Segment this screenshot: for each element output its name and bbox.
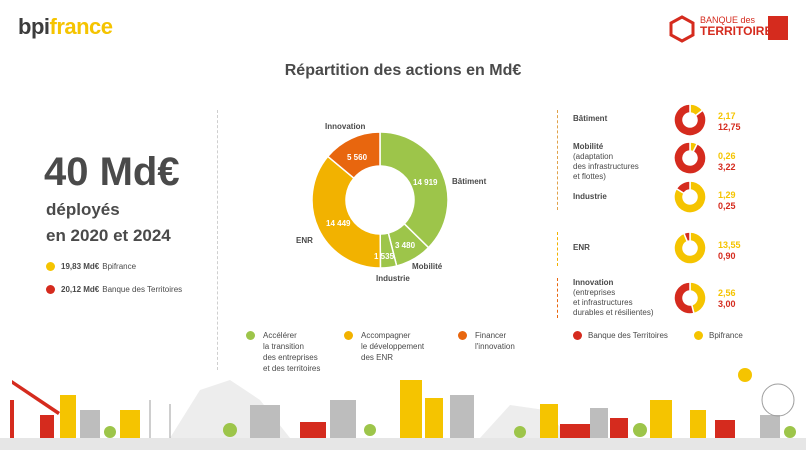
row-detail: (entreprises xyxy=(573,288,616,297)
mini-donut-enr xyxy=(673,231,707,265)
legend-green-dot xyxy=(246,331,255,340)
row-detail: et infrastructures xyxy=(573,298,633,307)
donut-chart xyxy=(311,131,449,269)
legend-yellow-line: Accompagner xyxy=(361,331,411,340)
row-label-industrie: Industrie xyxy=(573,192,607,202)
bpifrance-dot xyxy=(46,262,55,271)
legend-bdt: 20,12 Md€ Banque des Territoires xyxy=(46,285,182,294)
legend-bdt-value: 20,12 Md€ xyxy=(61,285,100,294)
donut-label-enr: ENR xyxy=(296,236,313,245)
right-separator-yellow xyxy=(557,232,558,266)
donut-label-industrie: Industrie xyxy=(376,274,410,283)
legend-bpifrance-value: 19,83 Md€ xyxy=(61,262,100,271)
caisse-des-depots-badge xyxy=(768,16,788,40)
legend-orange-line: Financer xyxy=(475,331,507,340)
mini-slice-bdt xyxy=(673,141,707,175)
value-bdt-mobilite: 3,22 xyxy=(718,162,736,172)
logo-france-part: france xyxy=(49,14,114,39)
legend-orange-line: l'innovation xyxy=(475,342,515,351)
donut-value-enr: 14 449 xyxy=(326,219,351,228)
row-label-batiment: Bâtiment xyxy=(573,114,607,124)
donut-value-industrie: 1 535 xyxy=(374,252,395,261)
right-legend-bpifrance: Bpifrance xyxy=(694,331,743,340)
value-bpifrance-mobilite: 0,26 xyxy=(718,151,736,161)
mini-slice-bpifrance xyxy=(673,180,707,214)
banque-des-territoires-logo: BANQUE des TERRITOIRES xyxy=(700,15,780,37)
row-title: Mobilité xyxy=(573,142,604,151)
right-separator-orange xyxy=(557,278,558,318)
donut-value-batiment: 14 919 xyxy=(413,178,438,187)
right-legend-bdt-label: Banque des Territoires xyxy=(588,331,668,340)
city-illustration xyxy=(0,368,806,450)
donut-label-mobilite: Mobilité xyxy=(412,262,443,271)
value-bpifrance-batiment: 2,17 xyxy=(718,111,736,121)
chart-legend-orange: Financer l'innovation xyxy=(458,330,515,352)
legend-green-line: des entreprises xyxy=(263,353,318,362)
mini-slice-bdt xyxy=(673,281,695,315)
row-title: Bâtiment xyxy=(573,114,608,123)
logo-bpi-part: bpi xyxy=(18,14,50,39)
row-title: ENR xyxy=(573,243,590,252)
right-legend-bdt: Banque des Territoires xyxy=(573,331,668,340)
bdt-dot xyxy=(46,285,55,294)
legend-bpifrance-label: Bpifrance xyxy=(102,262,137,271)
bpifrance-logo: bpifrance xyxy=(18,14,113,40)
row-detail: durables et résilientes) xyxy=(573,308,654,317)
page-title: Répartition des actions en Md€ xyxy=(284,62,522,79)
mini-slice-bdt xyxy=(673,103,707,137)
value-bpifrance-innovation: 2,56 xyxy=(718,288,736,298)
left-separator xyxy=(217,110,218,370)
bdt-dot xyxy=(573,331,582,340)
total-amount: 40 Md€ xyxy=(44,150,180,194)
mini-donut-batiment xyxy=(673,103,707,137)
value-bdt-innovation: 3,00 xyxy=(718,299,736,309)
row-detail: et flottes) xyxy=(573,172,606,181)
legend-bpifrance: 19,83 Md€ Bpifrance xyxy=(46,262,136,271)
value-bpifrance-industrie: 1,29 xyxy=(718,190,736,200)
value-bdt-enr: 0,90 xyxy=(718,251,736,261)
right-legend-bpifrance-label: Bpifrance xyxy=(709,331,743,340)
chart-legend-yellow: Accompagner le développement des ENR xyxy=(344,330,424,363)
legend-yellow-line: des ENR xyxy=(361,353,394,362)
donut-label-batiment: Bâtiment xyxy=(452,177,487,186)
mini-slice-bpifrance xyxy=(673,231,707,265)
donut-slice-enr xyxy=(311,155,382,269)
row-label-innovation: Innovation (entreprises et infrastructur… xyxy=(573,278,653,318)
row-title: Innovation xyxy=(573,278,614,287)
legend-bdt-label: Banque des Territoires xyxy=(102,285,183,294)
donut-label-innovation: Innovation xyxy=(325,122,366,131)
donut-value-mobilite: 3 480 xyxy=(395,241,416,250)
legend-yellow-dot xyxy=(344,331,353,340)
mini-donut-industrie xyxy=(673,180,707,214)
chart-legend-green: Accélérer la transition des entreprises … xyxy=(246,330,320,374)
row-detail: des infrastructures xyxy=(573,162,639,171)
deployed-line1: déployés xyxy=(46,200,120,219)
mini-slice-bdt xyxy=(682,231,691,243)
legend-green-line: et des territoires xyxy=(263,364,321,373)
right-separator-green xyxy=(557,110,558,210)
mini-donut-mobilite xyxy=(673,141,707,175)
row-label-enr: ENR xyxy=(573,243,590,253)
mini-slice-bdt xyxy=(675,180,691,195)
row-label-mobilite: Mobilité (adaptation des infrastructures… xyxy=(573,142,639,182)
mini-donut-innovation xyxy=(673,281,707,315)
banque-des-territoires-logo-icon xyxy=(669,15,695,43)
row-detail: (adaptation xyxy=(573,152,614,161)
legend-green-line: la transition xyxy=(263,342,304,351)
logo-bdt-line2: TERRITOIRES xyxy=(700,24,781,38)
row-title: Industrie xyxy=(573,192,607,201)
logo-bdt-line1: BANQUE des xyxy=(700,15,756,25)
donut-slice-innovation xyxy=(326,131,381,180)
donut-slice-bâtiment xyxy=(379,131,449,249)
donut-value-innovation: 5 560 xyxy=(347,153,368,162)
deployed-line2: en 2020 et 2024 xyxy=(46,226,171,245)
value-bdt-industrie: 0,25 xyxy=(718,201,736,211)
value-bpifrance-enr: 13,55 xyxy=(718,240,741,250)
legend-green-line: Accélérer xyxy=(263,331,297,340)
bpifrance-dot xyxy=(694,331,703,340)
legend-orange-dot xyxy=(458,331,467,340)
value-bdt-batiment: 12,75 xyxy=(718,122,741,132)
legend-yellow-line: le développement xyxy=(361,342,425,351)
